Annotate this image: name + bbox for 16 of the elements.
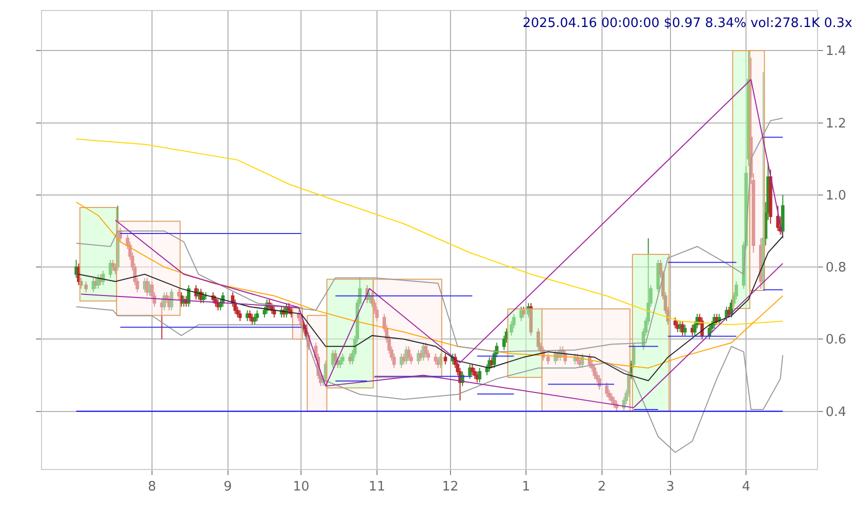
x-tick-label: 12 (442, 480, 459, 495)
y-tick-label: 0.6 (826, 332, 846, 348)
x-tick-label: 2 (598, 480, 606, 495)
x-tick-label: 1 (522, 480, 530, 495)
y-tick-label: 1.0 (826, 188, 846, 204)
x-tick-label: 4 (742, 480, 750, 495)
x-tick-label: 8 (148, 480, 156, 495)
x-tick-label: 3 (666, 480, 674, 495)
chart-title: 2025.04.16 00:00:00 $0.97 8.34% vol:278.1K 0.3x (522, 16, 853, 31)
x-tick-label: 10 (292, 480, 310, 495)
x-tick-label: 11 (368, 480, 386, 495)
y-tick-label: 0.4 (826, 404, 846, 420)
y-tick-label: 1.2 (826, 116, 846, 132)
y-tick-label: 1.4 (826, 44, 846, 60)
x-tick-label: 9 (224, 480, 232, 495)
y-tick-label: 0.8 (826, 260, 846, 276)
